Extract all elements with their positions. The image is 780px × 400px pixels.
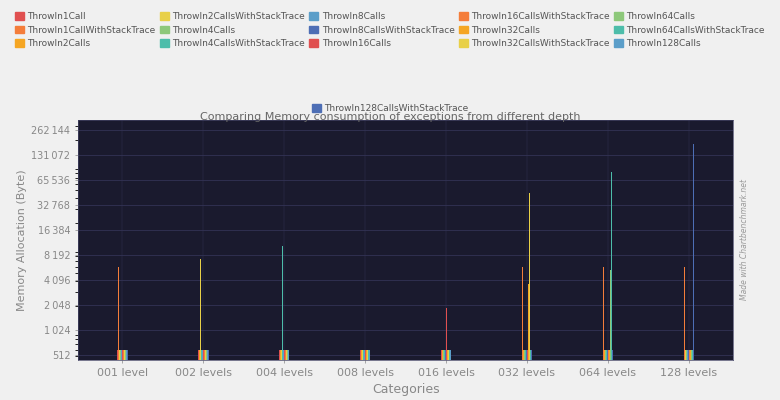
X-axis label: Categories: Categories bbox=[372, 383, 439, 396]
Text: Comparing Memory consumption of exceptions from different depth: Comparing Memory consumption of exceptio… bbox=[200, 112, 580, 122]
Y-axis label: Memory Allocation (Byte): Memory Allocation (Byte) bbox=[17, 169, 27, 311]
Text: Made with Chartbenchmark.net: Made with Chartbenchmark.net bbox=[739, 180, 749, 300]
Legend: ThrowIn1Call, ThrowIn1CallWithStackTrace, ThrowIn2Calls, ThrowIn2CallsWithStackT: ThrowIn1Call, ThrowIn1CallWithStackTrace… bbox=[12, 8, 768, 52]
Legend: ThrowIn128CallsWithStackTrace: ThrowIn128CallsWithStackTrace bbox=[308, 100, 472, 117]
